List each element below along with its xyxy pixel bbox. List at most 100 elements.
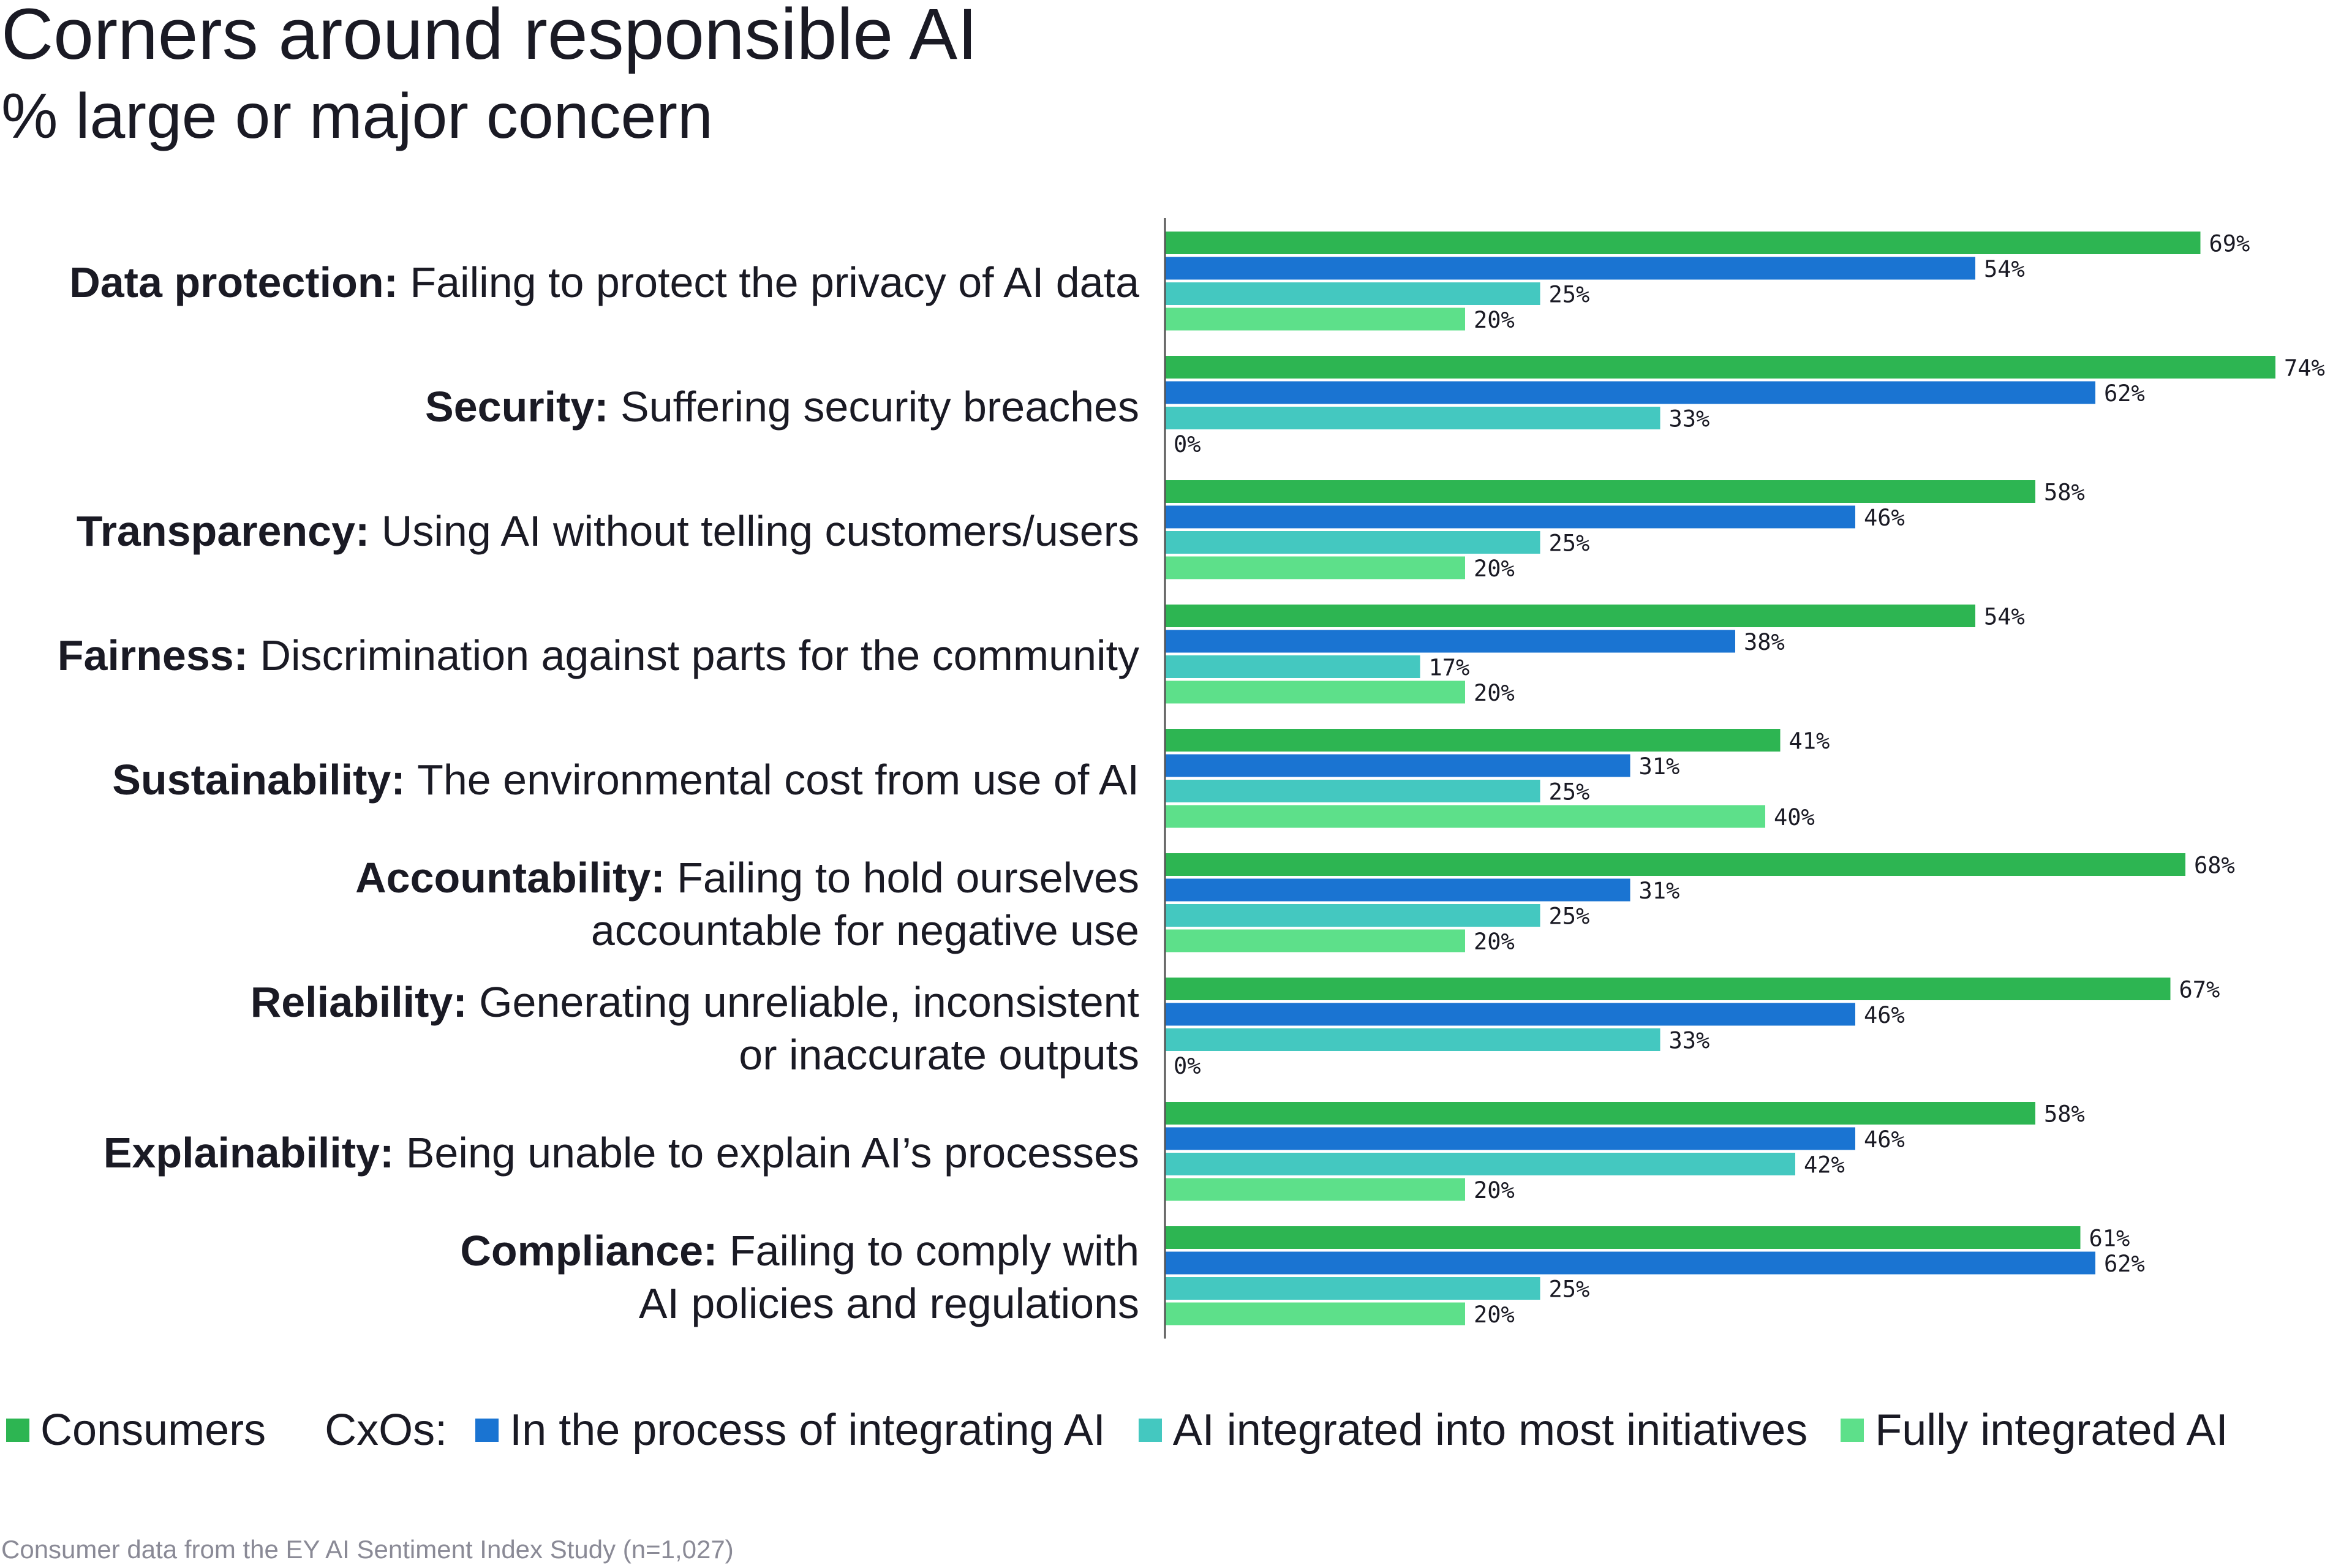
category-label-text: Failing to hold ourselves xyxy=(677,854,1139,902)
category-label-text: Using AI without telling customers/users xyxy=(382,507,1139,555)
category-group: Compliance: Failing to comply with AI pol… xyxy=(460,1226,2145,1329)
bar xyxy=(1165,630,1735,653)
category-label: Explainability: Being unable to explain … xyxy=(104,1129,1139,1177)
category-label: AI policies and regulations xyxy=(639,1280,1139,1327)
data-label: 46% xyxy=(1864,505,1905,531)
data-label: 20% xyxy=(1474,307,1515,333)
bar xyxy=(1165,1153,1795,1175)
data-label: 74% xyxy=(2284,355,2325,382)
data-label: 40% xyxy=(1774,804,1815,831)
bar xyxy=(1165,878,1630,902)
legend-label-process: In the process of integrating AI xyxy=(510,1406,1106,1455)
data-label: 46% xyxy=(1864,1002,1905,1028)
category-label-text: accountable for negative use xyxy=(591,907,1139,954)
bar xyxy=(1165,307,1465,331)
legend-item-most: AI integrated into most initiatives xyxy=(1138,1405,1808,1455)
data-label: 17% xyxy=(1429,655,1470,681)
data-label: 58% xyxy=(2044,1101,2085,1128)
category-label-text: Being unable to explain AI’s processes xyxy=(406,1129,1139,1177)
category-group: Fairness: Discrimination against parts f… xyxy=(58,604,2025,707)
category-label-bold: Explainability: xyxy=(104,1129,406,1177)
data-label: 38% xyxy=(1744,629,1785,655)
data-label: 46% xyxy=(1864,1126,1905,1153)
legend-label-fully: Fully integrated AI xyxy=(1875,1406,2228,1455)
bar xyxy=(1165,381,2095,404)
data-label: 62% xyxy=(2104,380,2145,407)
data-label: 69% xyxy=(2209,231,2250,257)
data-label: 41% xyxy=(1789,728,1830,755)
data-label: 31% xyxy=(1639,878,1680,904)
bar xyxy=(1165,1226,2081,1249)
category-group: Accountability: Failing to hold ourselve… xyxy=(355,853,2235,956)
category-label-text: Discrimination against parts for the com… xyxy=(260,631,1139,679)
bar xyxy=(1165,853,2185,876)
category-label-text: AI policies and regulations xyxy=(639,1280,1139,1327)
data-label: 25% xyxy=(1549,903,1590,930)
data-label: 25% xyxy=(1549,530,1590,557)
legend-label-most: AI integrated into most initiatives xyxy=(1172,1406,1808,1455)
legend-label-consumers: Consumers xyxy=(40,1406,266,1455)
legend-swatch-fully xyxy=(1841,1419,1864,1442)
data-label: 25% xyxy=(1549,282,1590,308)
bar xyxy=(1165,257,1975,280)
data-label: 0% xyxy=(1174,431,1201,458)
bar xyxy=(1165,556,1465,579)
data-label: 20% xyxy=(1474,929,1515,955)
data-label: 25% xyxy=(1549,1276,1590,1303)
data-label: 54% xyxy=(1984,604,2025,630)
data-label: 42% xyxy=(1804,1152,1845,1178)
data-label: 68% xyxy=(2194,853,2235,879)
category-label-bold: Compliance: xyxy=(460,1227,729,1275)
bar xyxy=(1165,232,2201,254)
bar xyxy=(1165,1251,2095,1275)
bar xyxy=(1165,754,1630,777)
data-label: 61% xyxy=(2089,1226,2130,1252)
category-label-bold: Sustainability: xyxy=(112,756,417,804)
bar xyxy=(1165,480,2035,503)
bar xyxy=(1165,1102,2035,1125)
data-label: 33% xyxy=(1669,1028,1710,1054)
category-label-text: Suffering security breaches xyxy=(620,383,1139,431)
category-label: Sustainability: The environmental cost f… xyxy=(112,756,1139,804)
data-label: 0% xyxy=(1174,1053,1201,1079)
category-label-bold: Transparency: xyxy=(77,507,382,555)
legend-item-process: In the process of integrating AI xyxy=(475,1405,1106,1455)
data-label: 25% xyxy=(1549,779,1590,805)
bar xyxy=(1165,1302,1465,1325)
category-group: Sustainability: The environmental cost f… xyxy=(112,728,1830,831)
bar xyxy=(1165,505,1855,529)
bar xyxy=(1165,531,1540,554)
legend-item-consumers: Consumers xyxy=(6,1405,266,1455)
category-group: Explainability: Being unable to explain … xyxy=(104,1101,2085,1204)
chart-subtitle: % large or major concern xyxy=(1,81,713,152)
bar xyxy=(1165,356,2275,379)
legend-swatch-process xyxy=(475,1419,499,1442)
bar xyxy=(1165,282,1540,305)
category-label-bold: Reliability: xyxy=(251,978,479,1026)
data-label: 58% xyxy=(2044,480,2085,506)
data-label: 31% xyxy=(1639,753,1680,780)
bar xyxy=(1165,978,2171,1000)
legend-cxos-label: CxOs: xyxy=(325,1406,448,1455)
legend: Consumers CxOs: In the process of integr… xyxy=(6,1396,2228,1464)
category-label-bold: Security: xyxy=(425,383,620,431)
bar xyxy=(1165,1127,1855,1150)
legend-swatch-consumers xyxy=(6,1419,29,1442)
category-group: Security: Suffering security breaches 74%… xyxy=(425,355,2325,458)
bar xyxy=(1165,680,1465,704)
bar xyxy=(1165,1003,1855,1026)
bar xyxy=(1165,407,1660,429)
data-label: 33% xyxy=(1669,406,1710,432)
bar xyxy=(1165,1028,1660,1051)
category-label: Security: Suffering security breaches xyxy=(425,383,1139,431)
category-label: Data protection: Failing to protect the … xyxy=(69,258,1139,306)
category-label-text: or inaccurate outputs xyxy=(739,1031,1139,1079)
category-group: Reliability: Generating unreliable, inco… xyxy=(251,977,2220,1080)
category-label: Accountability: Failing to hold ourselve… xyxy=(355,854,1139,902)
data-label: 20% xyxy=(1474,680,1515,706)
category-label-bold: Accountability: xyxy=(355,854,677,902)
category-group: Transparency: Using AI without telling c… xyxy=(77,480,2085,582)
data-label: 62% xyxy=(2104,1251,2145,1277)
bar xyxy=(1165,904,1540,927)
